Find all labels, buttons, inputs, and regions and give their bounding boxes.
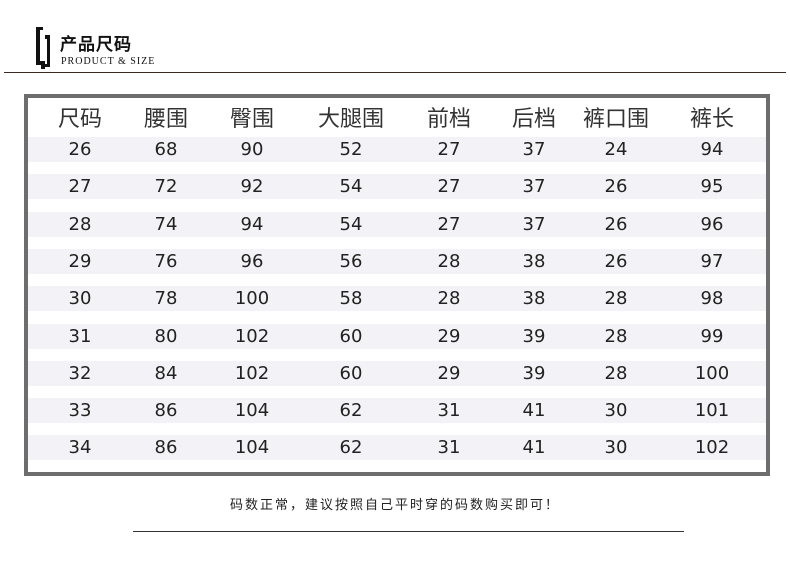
table-cell: 96: [240, 250, 264, 272]
table-cell: 29: [68, 250, 92, 272]
table-cell: 102: [234, 325, 270, 347]
table-cell: 28: [437, 250, 461, 272]
section-subtitle: PRODUCT & SIZE: [61, 56, 156, 67]
size-note: 码数正常，建议按照自己平时穿的码数购买即可！: [229, 498, 560, 513]
table-cell: 27: [437, 176, 461, 198]
table-cell: 29: [437, 362, 461, 384]
table-cell: 30: [604, 400, 628, 422]
table-cell: 38: [522, 250, 546, 272]
table-cell: 102: [234, 362, 270, 384]
table-cell: 84: [154, 362, 178, 384]
table-cell: 58: [339, 288, 363, 310]
table-cell: 68: [154, 139, 178, 160]
table-cell: 62: [339, 400, 363, 422]
table-cell: 94: [700, 139, 724, 160]
table-cell: 31: [68, 325, 92, 347]
table-cell: 28: [68, 213, 92, 235]
table-cell: 39: [522, 325, 546, 347]
table-cell: 26: [604, 176, 628, 198]
table-cell: 28: [604, 325, 628, 347]
table-cell: 27: [437, 139, 461, 160]
column-header: 后档: [511, 107, 556, 132]
table-cell: 28: [604, 288, 628, 310]
table-cell: 80: [154, 325, 178, 347]
table-cell: 100: [234, 288, 270, 310]
table-cell: 100: [694, 362, 730, 384]
table-cell: 31: [437, 400, 461, 422]
table-cell: 30: [68, 288, 92, 310]
table-cell: 95: [700, 176, 724, 198]
column-header: 腰围: [143, 107, 188, 132]
table-cell: 37: [522, 176, 546, 198]
table-cell: 102: [694, 437, 730, 459]
table-cell: 31: [437, 437, 461, 459]
table-cell: 62: [339, 437, 363, 459]
table-cell: 52: [339, 139, 363, 160]
table-row: 32 84 102 60 29 39 28 100: [28, 360, 766, 386]
table-cell: 39: [522, 362, 546, 384]
table-cell: 37: [522, 213, 546, 235]
table-cell: 54: [339, 176, 363, 198]
column-header: 前档: [426, 107, 471, 132]
table-cell: 90: [240, 139, 264, 160]
column-header: 臀围: [229, 107, 274, 132]
table-cell: 78: [154, 288, 178, 310]
table-cell: 86: [154, 437, 178, 459]
table-cell: 33: [68, 400, 92, 422]
bracket-logo-icon: [36, 27, 50, 69]
column-header: 裤口围: [582, 107, 649, 132]
table-cell: 96: [700, 213, 724, 235]
column-header: 大腿围: [317, 107, 384, 132]
table-cell: 54: [339, 213, 363, 235]
section-title: 产品尺码: [60, 35, 132, 55]
table-cell: 94: [240, 213, 264, 235]
table-cell: 92: [240, 176, 264, 198]
table-cell: 76: [154, 250, 178, 272]
size-table: 尺码 腰围 臀围 大腿围 前档 后档 裤口围 裤长 26 68 90 52 27 37 24 94 27 72 9…: [24, 94, 770, 476]
table-cell: 28: [437, 288, 461, 310]
table-cell: 104: [234, 400, 270, 422]
table-cell: 28: [604, 362, 628, 384]
table-cell: 41: [522, 437, 546, 459]
table-cell: 104: [234, 437, 270, 459]
table-cell: 74: [154, 213, 178, 235]
column-header: 尺码: [57, 107, 102, 132]
table-cell: 56: [339, 250, 363, 272]
table-row: 26 68 90 52 27 37 24 94: [28, 137, 766, 162]
table-cell: 24: [604, 139, 628, 160]
table-cell: 32: [68, 362, 92, 384]
table-cell: 26: [604, 250, 628, 272]
table-cell: 27: [68, 176, 92, 198]
table-row: 30 78 100 58 28 38 28 98: [28, 286, 766, 312]
column-header: 裤长: [689, 107, 734, 132]
table-row: 31 80 102 60 29 39 28 99: [28, 323, 766, 349]
table-cell: 41: [522, 400, 546, 422]
divider: [133, 531, 684, 532]
table-cell: 27: [437, 213, 461, 235]
table-cell: 37: [522, 139, 546, 160]
table-cell: 38: [522, 288, 546, 310]
table-cell: 98: [700, 288, 724, 310]
table-row: 34 86 104 62 31 41 30 102: [28, 435, 766, 461]
table-cell: 99: [700, 325, 724, 347]
table-row: 29 76 96 56 28 38 26 97: [28, 248, 766, 274]
table-cell: 34: [68, 437, 92, 459]
table-cell: 101: [694, 400, 730, 422]
table-cell: 97: [700, 250, 724, 272]
table-cell: 29: [437, 325, 461, 347]
table-cell: 72: [154, 176, 178, 198]
table-header: 尺码 腰围 臀围 大腿围 前档 后档 裤口围 裤长: [28, 105, 766, 135]
table-cell: 60: [339, 325, 363, 347]
table-cell: 30: [604, 437, 628, 459]
table-cell: 60: [339, 362, 363, 384]
table-row: 28 74 94 54 27 37 26 96: [28, 211, 766, 237]
table-cell: 86: [154, 400, 178, 422]
table-cell: 26: [604, 213, 628, 235]
divider: [4, 72, 786, 73]
table-row: 33 86 104 62 31 41 30 101: [28, 398, 766, 424]
table-row: 27 72 92 54 27 37 26 95: [28, 174, 766, 200]
table-cell: 26: [68, 139, 92, 160]
